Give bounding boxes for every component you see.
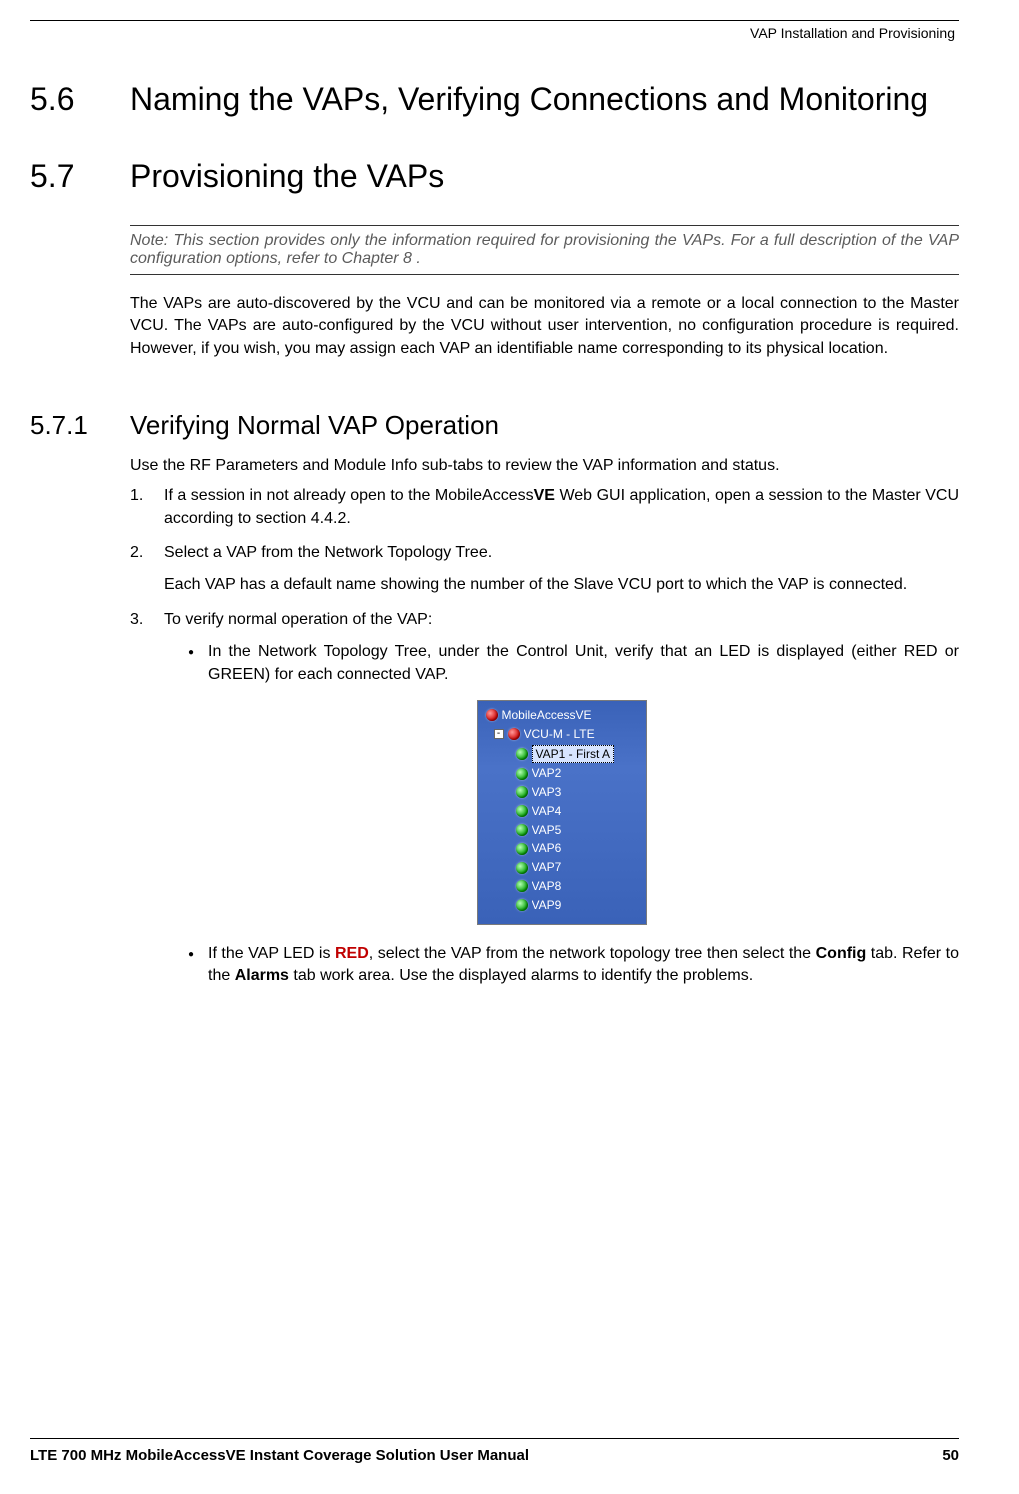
bullet-2: If the VAP LED is RED, select the VAP fr… (188, 943, 959, 988)
tree-vap-row: VAP8 (482, 878, 642, 895)
tree-vap-row: VAP6 (482, 840, 642, 857)
para-5-7: The VAPs are auto-discovered by the VCU … (130, 293, 959, 360)
step-1-b: VE (534, 487, 555, 504)
tree-root-label: MobileAccessVE (502, 707, 592, 724)
led-green-icon (516, 862, 528, 874)
bullets-list-2: If the VAP LED is RED, select the VAP fr… (188, 943, 959, 988)
step-2: Select a VAP from the Network Topology T… (130, 542, 959, 597)
led-green-icon (516, 748, 528, 760)
section-5-7-heading: 5.7 Provisioning the VAPs (30, 158, 959, 195)
tree-vap-row: VAP1 - First A (482, 745, 642, 764)
tree-vap-row: VAP2 (482, 765, 642, 782)
led-red-icon (486, 709, 498, 721)
led-green-icon (516, 824, 528, 836)
tree-vap-label: VAP8 (532, 878, 562, 895)
footer-left: LTE 700 MHz MobileAccessVE Instant Cover… (30, 1447, 529, 1464)
tree-root: MobileAccessVE (482, 707, 642, 724)
section-5-7-title: Provisioning the VAPs (130, 158, 959, 195)
b2b: RED (335, 945, 369, 962)
section-5-6-heading: 5.6 Naming the VAPs, Verifying Connectio… (30, 81, 959, 118)
note-box: Note: This section provides only the inf… (130, 225, 959, 275)
section-5-7-1-title: Verifying Normal VAP Operation (130, 410, 499, 441)
step-2-sub: Each VAP has a default name showing the … (164, 574, 959, 596)
tree-vap-label: VAP4 (532, 803, 562, 820)
section-5-7-num: 5.7 (30, 158, 130, 195)
tree-vcu-row: - VCU-M - LTE (482, 726, 642, 743)
steps-list: If a session in not already open to the … (130, 485, 959, 987)
tree-vap-row: VAP9 (482, 897, 642, 914)
bullet-1: In the Network Topology Tree, under the … (188, 641, 959, 686)
tree-vap-row: VAP4 (482, 803, 642, 820)
led-green-icon (516, 805, 528, 817)
section-5-6-num: 5.6 (30, 81, 130, 118)
led-green-icon (516, 768, 528, 780)
led-red-icon (508, 728, 520, 740)
led-green-icon (516, 880, 528, 892)
footer: LTE 700 MHz MobileAccessVE Instant Cover… (30, 1438, 959, 1464)
section-5-7-1-num: 5.7.1 (30, 410, 130, 441)
led-green-icon (516, 843, 528, 855)
header-rule (30, 20, 959, 21)
tree-vap-row: VAP5 (482, 822, 642, 839)
tree-vap-row: VAP7 (482, 859, 642, 876)
b2d: Config (816, 945, 867, 962)
b2c: , select the VAP from the network topolo… (369, 945, 816, 962)
tree-vap-label: VAP9 (532, 897, 562, 914)
header-right: VAP Installation and Provisioning (30, 25, 959, 41)
b2f: Alarms (235, 967, 289, 984)
b2a: If the VAP LED is (208, 945, 335, 962)
tree-vap-label: VAP5 (532, 822, 562, 839)
section-5-7-1-heading: 5.7.1 Verifying Normal VAP Operation (30, 410, 959, 441)
step-3: To verify normal operation of the VAP: I… (130, 609, 959, 988)
topology-tree: MobileAccessVE - VCU-M - LTE VAP1 - Firs… (477, 700, 647, 925)
intro-5-7-1: Use the RF Parameters and Module Info su… (130, 457, 959, 475)
tree-vap-label: VAP3 (532, 784, 562, 801)
collapse-icon: - (494, 729, 504, 739)
led-green-icon (516, 899, 528, 911)
tree-vap-label: VAP2 (532, 765, 562, 782)
tree-vap-label: VAP6 (532, 840, 562, 857)
step-2-text: Select a VAP from the Network Topology T… (164, 544, 492, 561)
led-green-icon (516, 786, 528, 798)
footer-page: 50 (942, 1447, 959, 1464)
step-1-a: If a session in not already open to the … (164, 487, 534, 504)
tree-vap-row: VAP3 (482, 784, 642, 801)
step-1: If a session in not already open to the … (130, 485, 959, 530)
tree-vcu-label: VCU-M - LTE (524, 726, 595, 743)
bullets-list: In the Network Topology Tree, under the … (188, 641, 959, 686)
section-5-6-title: Naming the VAPs, Verifying Connections a… (130, 81, 959, 118)
tree-vap-label: VAP7 (532, 859, 562, 876)
b2g: tab work area. Use the displayed alarms … (289, 967, 753, 984)
step-3-text: To verify normal operation of the VAP: (164, 611, 432, 628)
tree-vap-label: VAP1 - First A (532, 745, 614, 764)
